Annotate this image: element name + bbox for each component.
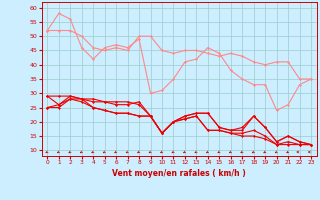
X-axis label: Vent moyen/en rafales ( km/h ): Vent moyen/en rafales ( km/h )	[112, 169, 246, 178]
